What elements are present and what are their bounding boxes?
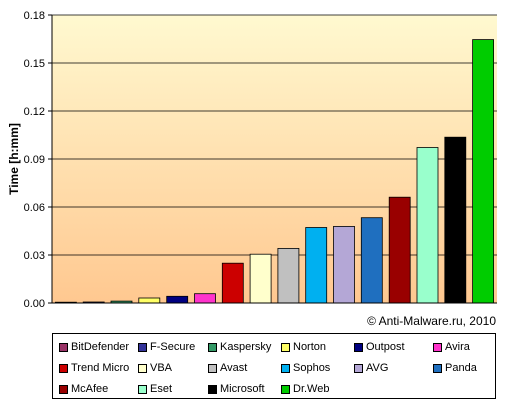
legend-swatch <box>281 363 290 373</box>
y-tick-label: 0.09 <box>24 154 45 166</box>
bar-dr-web <box>472 39 495 304</box>
legend-swatch <box>433 363 442 373</box>
legend-swatch <box>281 342 290 352</box>
y-tick-label: 0.15 <box>24 58 45 70</box>
legend-label: VBA <box>150 362 173 374</box>
bars <box>55 39 495 304</box>
legend-item: Norton <box>281 340 326 354</box>
bar-vba <box>249 253 272 304</box>
legend-swatch <box>281 384 290 394</box>
legend-label: Norton <box>293 341 327 353</box>
legend-label: F-Secure <box>150 341 196 353</box>
legend-item: Panda <box>433 361 477 375</box>
legend-label: Eset <box>150 383 173 395</box>
legend-item: VBA <box>138 361 172 375</box>
legend-swatch <box>138 342 147 352</box>
y-tick-label: 0.00 <box>24 298 45 310</box>
legend-swatch <box>208 384 217 394</box>
legend-label: Panda <box>445 362 477 374</box>
legend-item: AVG <box>354 361 388 375</box>
legend-swatch <box>59 384 68 394</box>
bar-trend-micro <box>221 262 244 304</box>
y-axis-title: Time [h:mm] <box>7 123 21 195</box>
legend-label: Kaspersky <box>220 341 272 353</box>
legend-item: BitDefender <box>59 340 129 354</box>
legend-item: Sophos <box>281 361 330 375</box>
legend-item: Avira <box>433 340 470 354</box>
legend-swatch <box>354 363 363 373</box>
gridlines <box>52 14 497 256</box>
y-tick-label: 0.06 <box>24 202 45 214</box>
y-tick-label: 0.18 <box>24 10 45 22</box>
bar-microsoft <box>444 136 467 304</box>
legend-label: Microsoft <box>220 383 265 395</box>
legend-item: Microsoft <box>208 382 265 396</box>
legend-label: Avira <box>445 341 470 353</box>
bar-norton <box>138 297 161 304</box>
legend-label: BitDefender <box>71 341 130 353</box>
legend-item: F-Secure <box>138 340 195 354</box>
legend-label: Avast <box>220 362 248 374</box>
legend-item: Outpost <box>354 340 405 354</box>
legend-swatch <box>208 363 217 373</box>
y-axis-ticks: 0.00 0.03 0.06 0.09 0.12 0.15 0.18 <box>24 10 52 310</box>
legend-label: AVG <box>366 362 389 374</box>
bar-mcafee <box>388 196 411 304</box>
legend-label: Trend Micro <box>71 362 130 374</box>
legend: BitDefender F-Secure Kaspersky Norton Outpos… <box>52 333 496 399</box>
legend-swatch <box>433 342 442 352</box>
legend-item: Trend Micro <box>59 361 129 375</box>
legend-label: Sophos <box>293 362 331 374</box>
legend-swatch <box>208 342 217 352</box>
legend-swatch <box>59 342 68 352</box>
bar-panda <box>360 217 383 304</box>
legend-label: McAfee <box>71 383 109 395</box>
legend-item: Dr.Web <box>281 382 329 396</box>
legend-swatch <box>138 384 147 394</box>
bar-avast <box>277 247 300 304</box>
bar-eset <box>416 147 439 304</box>
bar-avira <box>194 293 216 304</box>
y-tick-label: 0.12 <box>24 106 45 118</box>
legend-swatch <box>138 363 147 373</box>
y-tick-label: 0.03 <box>24 250 45 262</box>
legend-item: Eset <box>138 382 172 396</box>
legend-label: Outpost <box>366 341 405 353</box>
legend-item: McAfee <box>59 382 108 396</box>
bar-sophos <box>305 227 328 304</box>
legend-item: Avast <box>208 361 247 375</box>
legend-label: Dr.Web <box>293 383 330 395</box>
legend-item: Kaspersky <box>208 340 271 354</box>
copyright-note: © Anti-Malware.ru, 2010 <box>367 314 496 328</box>
legend-swatch <box>354 342 363 352</box>
bar-avg <box>333 225 355 304</box>
legend-swatch <box>59 363 68 373</box>
bar-outpost <box>166 295 189 304</box>
